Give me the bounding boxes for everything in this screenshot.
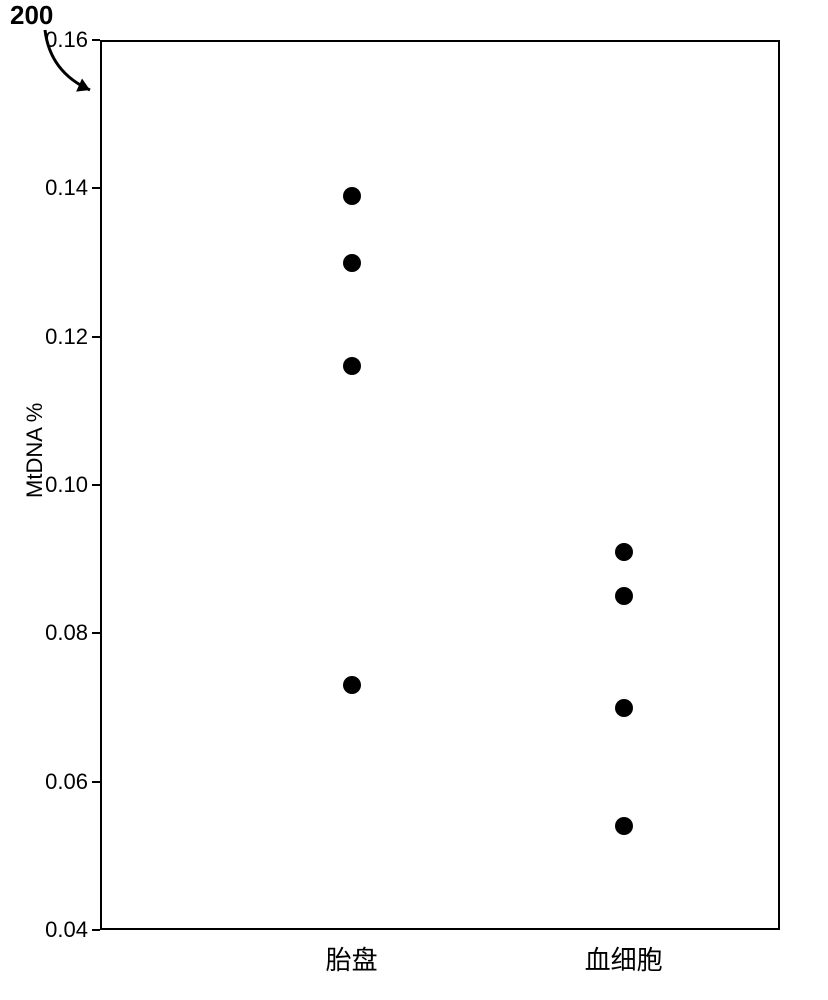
y-tick bbox=[92, 781, 100, 783]
data-point bbox=[615, 817, 633, 835]
data-point bbox=[615, 587, 633, 605]
y-axis-label: MtDNA % bbox=[22, 403, 48, 498]
y-tick bbox=[92, 187, 100, 189]
data-point bbox=[615, 699, 633, 717]
y-tick bbox=[92, 929, 100, 931]
plot-area bbox=[100, 40, 780, 930]
y-tick bbox=[92, 39, 100, 41]
data-point bbox=[343, 187, 361, 205]
y-tick-label: 0.14 bbox=[45, 175, 88, 201]
y-tick-label: 0.04 bbox=[45, 917, 88, 943]
data-point bbox=[615, 543, 633, 561]
y-tick-label: 0.08 bbox=[45, 620, 88, 646]
y-tick-label: 0.16 bbox=[45, 27, 88, 53]
figure: 200 MtDNA % 0.040.060.080.100.120.140.16… bbox=[0, 0, 828, 1000]
y-tick bbox=[92, 632, 100, 634]
x-category-label: 胎盘 bbox=[326, 940, 378, 977]
x-category-label: 血细胞 bbox=[585, 940, 663, 977]
data-point bbox=[343, 676, 361, 694]
data-point bbox=[343, 357, 361, 375]
data-point bbox=[343, 254, 361, 272]
y-tick-label: 0.10 bbox=[45, 472, 88, 498]
y-tick-label: 0.12 bbox=[45, 324, 88, 350]
y-tick bbox=[92, 336, 100, 338]
y-tick bbox=[92, 484, 100, 486]
y-tick-label: 0.06 bbox=[45, 769, 88, 795]
